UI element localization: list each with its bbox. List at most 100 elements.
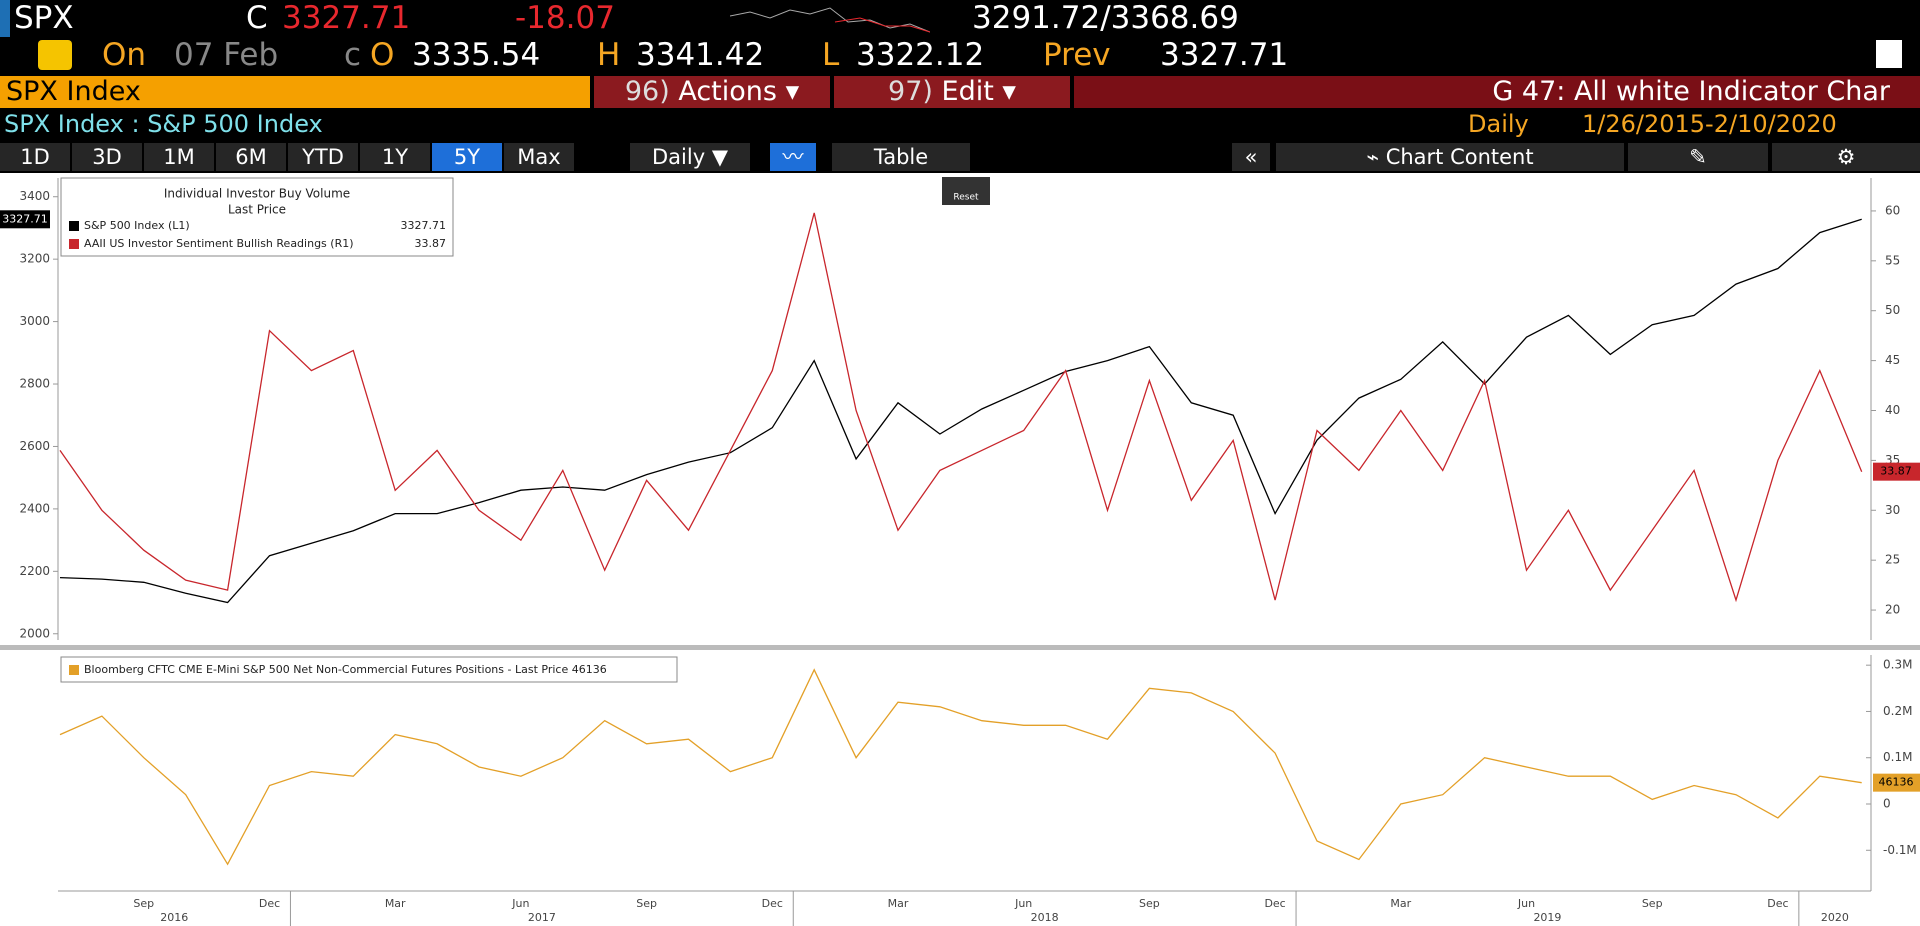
gauge-icon[interactable]: [38, 40, 72, 70]
period: Daily: [1468, 110, 1529, 138]
annotate-button[interactable]: ✎: [1628, 143, 1768, 171]
y2-tick-label: 20: [1885, 603, 1900, 617]
legend-swatch: [69, 665, 79, 675]
year-label: 2017: [528, 911, 556, 924]
chart-content-button[interactable]: ⌁ Chart Content: [1276, 143, 1624, 171]
legend-bottom: [60, 656, 678, 683]
edit-menu[interactable]: 97) Edit ▾: [834, 76, 1070, 108]
x-tick-label: Sep: [1139, 897, 1160, 910]
spark-red: [834, 17, 930, 33]
chart-background: [0, 173, 1920, 926]
y-tick-label: 0.3M: [1883, 658, 1912, 672]
series-line: [59, 218, 1862, 604]
last-value-flag: [0, 210, 50, 229]
legend: [60, 177, 454, 257]
date: 07 Feb: [174, 37, 279, 73]
x-tick-label: Dec: [1767, 897, 1788, 910]
security-field[interactable]: SPX Index: [0, 76, 590, 108]
table-button[interactable]: Table: [832, 143, 970, 171]
y-tick-label: 3000: [19, 314, 50, 328]
y2-tick-label: 40: [1885, 403, 1900, 417]
range-button[interactable]: 1Y: [360, 143, 430, 171]
reset-button[interactable]: [942, 177, 990, 205]
x-tick-label: Jun: [1014, 897, 1032, 910]
x-tick-label: Sep: [636, 897, 657, 910]
marker: [0, 0, 10, 37]
frequency: Daily: [652, 145, 706, 169]
on-label: On: [102, 37, 147, 73]
collapse-button[interactable]: «: [1232, 143, 1270, 171]
x-tick-label: Sep: [1642, 897, 1663, 910]
low-label: L: [822, 37, 840, 73]
range-button[interactable]: YTD: [288, 143, 358, 171]
range-button[interactable]: 1M: [144, 143, 214, 171]
y-tick-label: 2400: [19, 501, 50, 515]
range-button[interactable]: 1D: [0, 143, 70, 171]
year-label: 2019: [1533, 911, 1561, 924]
settings-button[interactable]: ⚙: [1772, 143, 1920, 171]
legend-subtitle: Last Price: [228, 203, 286, 217]
y2-tick-label: 50: [1885, 303, 1900, 317]
last-value-flag: [1873, 462, 1920, 481]
dates: 1/26/2015-2/10/2020: [1582, 110, 1837, 138]
x-tick-label: Dec: [259, 897, 280, 910]
open-label: O: [370, 37, 395, 73]
y-tick-label: 0.2M: [1883, 704, 1912, 718]
ticker: SPX: [14, 0, 74, 36]
chart-name: G 47: All white Indicator Char: [1074, 76, 1920, 108]
c-label: c: [344, 37, 362, 73]
y-tick-label: 0: [1883, 797, 1891, 811]
chart-content: Chart Content: [1385, 145, 1534, 169]
close: 3327.71: [282, 0, 411, 36]
legend-label: Bloomberg CFTC CME E-Mini S&P 500 Net No…: [84, 663, 607, 676]
y-tick-label: 0.1M: [1883, 750, 1912, 764]
range-button[interactable]: Max: [504, 143, 574, 171]
legend-title: Individual Investor Buy Volume: [164, 187, 350, 201]
range-button[interactable]: 5Y: [432, 143, 502, 171]
actions-menu[interactable]: 96) Actions ▾: [594, 76, 830, 108]
legend-swatch: [69, 221, 79, 231]
frequency-button[interactable]: Daily ▼: [630, 143, 750, 171]
y-tick-label: -0.1M: [1883, 843, 1917, 857]
y2-tick-label: 25: [1885, 553, 1900, 567]
year-label: 2020: [1821, 911, 1849, 924]
y2-tick-label: 30: [1885, 503, 1900, 517]
legend-value: 33.87: [415, 237, 447, 250]
sparkline: [730, 7, 930, 33]
low: 3322.12: [856, 37, 985, 73]
close-label: C: [246, 0, 268, 36]
prev: 3327.71: [1160, 37, 1289, 73]
last-value-label: 33.87: [1880, 465, 1912, 478]
x-tick-label: Jun: [511, 897, 529, 910]
y-tick-label: 3400: [19, 189, 50, 203]
x-tick-label: Dec: [1264, 897, 1285, 910]
high-label: H: [597, 37, 621, 73]
y-tick-label: 2000: [19, 626, 50, 640]
range-button[interactable]: 6M: [216, 143, 286, 171]
range-button[interactable]: 3D: [72, 143, 142, 171]
year-label: 2016: [160, 911, 188, 924]
x-tick-label: Jun: [1517, 897, 1535, 910]
legend-label: S&P 500 Index (L1): [84, 219, 190, 232]
y2-tick-label: 45: [1885, 353, 1900, 367]
spark: [730, 7, 930, 33]
security: SPX Index: [6, 76, 141, 107]
actions: Actions: [678, 76, 777, 107]
reset-label: Reset: [953, 193, 979, 203]
change: -18.07: [515, 0, 615, 36]
y-tick-label: 2800: [19, 377, 50, 391]
actions-num: 96): [624, 76, 670, 107]
last-value-label: 3327.71: [2, 212, 48, 225]
export-icon[interactable]: [1876, 40, 1902, 68]
last-value-flag: [1873, 773, 1920, 792]
x-tick-label: Mar: [1390, 897, 1411, 910]
last-value-label: 46136: [1879, 776, 1914, 789]
line-chart-button[interactable]: 〰: [770, 143, 816, 171]
edit: Edit: [941, 76, 994, 107]
legend-value: 3327.71: [401, 219, 447, 232]
y-tick-label: 2200: [19, 564, 50, 578]
year-label: 2018: [1031, 911, 1059, 924]
y2-tick-label: 55: [1885, 253, 1900, 267]
security-name: SPX Index : S&P 500 Index: [4, 110, 323, 138]
